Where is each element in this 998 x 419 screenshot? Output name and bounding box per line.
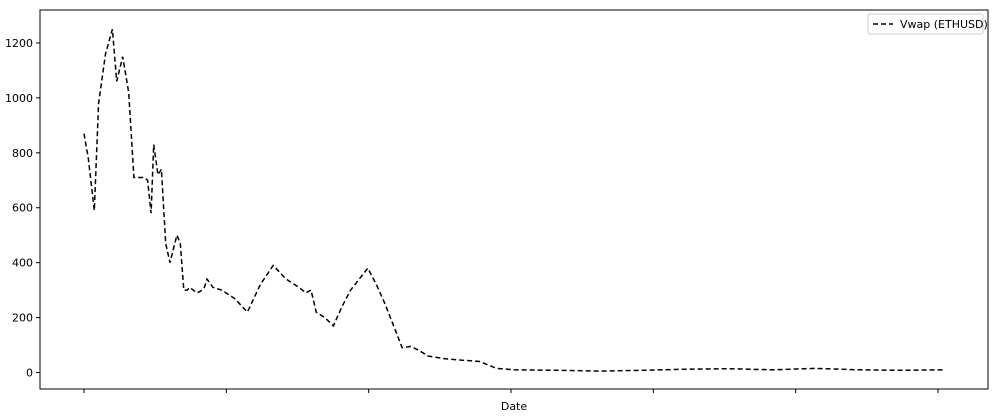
legend: Vwap (ETHUSD) <box>867 13 988 35</box>
y-axis: 0 200 400 600 800 1000 1200 <box>5 37 40 380</box>
y-tick-label: 0 <box>26 367 33 380</box>
y-tick-label: 1200 <box>5 37 33 50</box>
legend-box <box>867 13 984 35</box>
y-tick-label: 400 <box>12 257 33 270</box>
y-tick-label: 200 <box>12 312 33 325</box>
y-tick-label: 800 <box>12 147 33 160</box>
plot-area <box>39 9 989 390</box>
legend-entry: Vwap (ETHUSD) <box>900 18 988 31</box>
y-tick-label: 600 <box>12 202 33 215</box>
series-line-vwap <box>83 28 945 372</box>
x-axis <box>83 389 939 393</box>
y-tick-label: 1000 <box>5 92 33 105</box>
series-layer <box>83 28 945 372</box>
x-axis-label: Date <box>501 400 528 413</box>
